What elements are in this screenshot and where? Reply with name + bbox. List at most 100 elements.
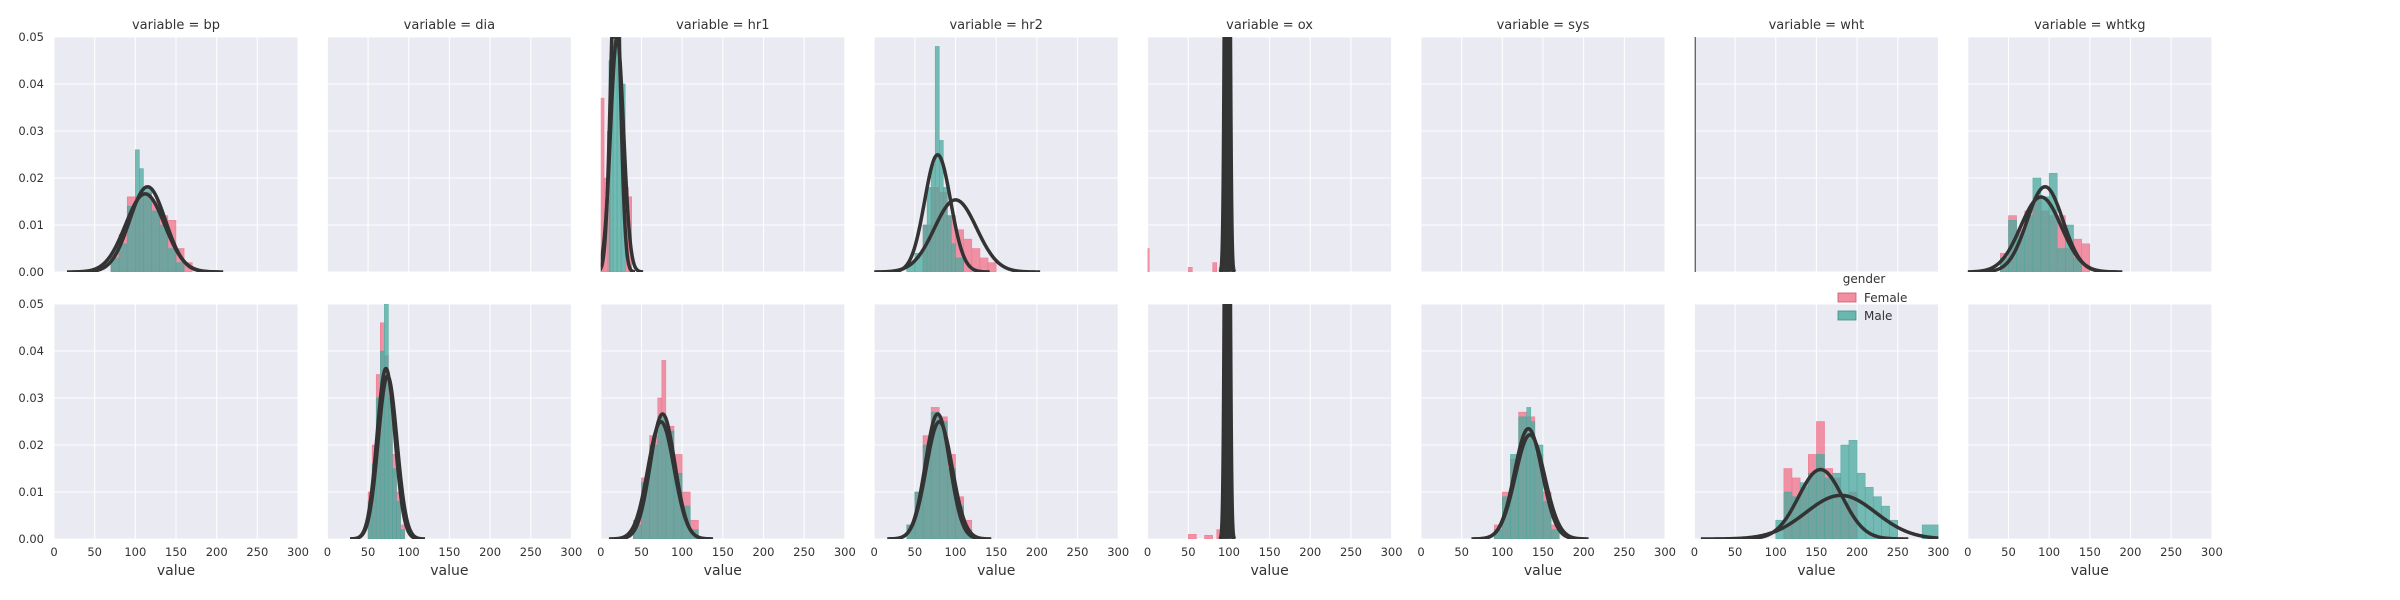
facet-panel-r1-c4: 0 50 100 150 200 250 300 value (1144, 303, 1403, 579)
x-tick-label: 300 (1927, 545, 1949, 559)
x-axis-label: value (1797, 563, 1835, 579)
x-tick-label: 100 (1765, 545, 1787, 559)
x-tick-label: 50 (1454, 545, 1469, 559)
hist-bar-male (396, 501, 401, 539)
hist-bar-male (1824, 477, 1833, 539)
panels-layer: variable = bp0.000.010.020.030.040.05 var… (18, 18, 2222, 579)
y-tick-label: 0.02 (18, 438, 44, 452)
hist-bar-male (400, 529, 405, 539)
y-tick-label: 0.05 (18, 297, 44, 311)
x-tick-label: 100 (1218, 545, 1240, 559)
x-tick-label: 150 (438, 545, 460, 559)
hist-bar-male (384, 304, 389, 539)
panel-content (887, 407, 992, 539)
hist-bar-male (167, 248, 177, 272)
x-tick-label: 100 (1491, 545, 1513, 559)
legend: gender Female Male (1837, 272, 1907, 323)
legend-label-female: Female (1864, 291, 1907, 305)
facet-title-variable-hr1: variable = hr1 (676, 18, 769, 33)
y-tick-label: 0.01 (18, 485, 44, 499)
hist-bar-male (955, 257, 964, 272)
x-tick-label: 200 (1846, 545, 1868, 559)
x-tick-label: 300 (834, 545, 856, 559)
facet-panel-r0-c0: variable = bp 0.00 0.01 0.02 0.03 0.04 0.05 (18, 18, 299, 279)
facet-title-variable-ox: variable = ox (1226, 18, 1313, 33)
facet-panel-r0-c5: variable = sys (1420, 18, 1666, 273)
x-tick-label: 300 (287, 545, 309, 559)
x-tick-label: 200 (1573, 545, 1595, 559)
hist-bar-male (135, 149, 140, 272)
panel-content (67, 149, 224, 272)
x-tick-label: 300 (1381, 545, 1403, 559)
facet-panel-r1-c2: 0 50 100 150 200 250 300 value (597, 303, 856, 579)
panel-content (600, 37, 644, 272)
hist-bar-male (143, 187, 152, 272)
y-tick-label: 0.00 (18, 265, 44, 279)
hist-bar-male (1889, 519, 1898, 539)
hist-bar-male (175, 262, 185, 272)
hist-bar-male (943, 187, 948, 272)
x-tick-label: 200 (479, 545, 501, 559)
facet-panel-r1-c1: 0 50 100 150 200 250 300 value (324, 303, 582, 579)
x-tick-label: 150 (165, 545, 187, 559)
hist-bar-male (947, 215, 952, 272)
panel-content (350, 304, 426, 539)
x-tick-label: 250 (793, 545, 815, 559)
hist-bar-female (1204, 534, 1213, 539)
x-tick-label: 100 (124, 545, 146, 559)
x-axis-label: value (977, 563, 1015, 579)
hist-bar-male (1550, 529, 1560, 539)
hist-bar-female (1212, 262, 1217, 272)
hist-bar-female (1188, 534, 1197, 539)
x-tick-label: 200 (206, 545, 228, 559)
x-tick-label: 100 (945, 545, 967, 559)
facet-panel-r1-c0: 0.00 0.01 0.02 0.03 0.04 0.05 0 50 100 150 200 250 3… (18, 297, 309, 579)
x-tick-label: 150 (985, 545, 1007, 559)
x-tick-label: 250 (1340, 545, 1362, 559)
hist-bar-female (987, 262, 997, 272)
x-tick-label: 250 (2160, 545, 2182, 559)
density-curve (1973, 185, 2117, 272)
x-tick-label: 150 (1805, 545, 1827, 559)
hist-bar-male (1534, 444, 1544, 539)
panel-content (1700, 421, 1939, 539)
density-curve (887, 420, 992, 539)
x-tick-label: 100 (2038, 545, 2060, 559)
x-tick-label: 150 (2079, 545, 2101, 559)
density-curve (1700, 493, 1939, 539)
hist-bar-male (1848, 440, 1858, 539)
x-tick-label: 200 (2119, 545, 2141, 559)
panel-content (874, 46, 1041, 272)
x-axis-label: value (704, 563, 742, 579)
hist-bar-male (151, 210, 160, 272)
legend-swatch-male (1837, 310, 1857, 321)
legend-swatch-female (1837, 292, 1857, 303)
x-tick-label: 50 (361, 545, 376, 559)
panel-content (1147, 37, 1237, 272)
x-axis-label: value (1524, 563, 1562, 579)
density-curve (75, 185, 220, 272)
x-tick-label: 300 (560, 545, 582, 559)
hist-bar-male (2048, 173, 2058, 272)
x-tick-label: 200 (1026, 545, 1048, 559)
hist-bar-male (392, 468, 397, 539)
x-tick-label: 100 (671, 545, 693, 559)
density-spike (1220, 37, 1237, 272)
hist-bar-male (1840, 444, 1850, 539)
x-tick-label: 300 (1654, 545, 1676, 559)
x-tick-label: 200 (752, 545, 774, 559)
hist-bar-male (951, 243, 956, 272)
panel-content (1967, 173, 2123, 272)
hist-bar-male (926, 187, 932, 272)
x-tick-label: 0 (324, 545, 331, 559)
x-tick-label: 300 (2201, 545, 2223, 559)
x-tick-label: 50 (908, 545, 923, 559)
facet-title-variable-wht: variable = wht (1769, 18, 1865, 33)
x-tick-label: 0 (50, 545, 57, 559)
facet-panel-r1-c6: 0 50 100 150 200 250 300 value (1691, 303, 1949, 579)
x-tick-label: 50 (634, 545, 649, 559)
hist-bar-male (2057, 248, 2066, 272)
x-axis-label: value (1250, 563, 1288, 579)
x-tick-label: 250 (1887, 545, 1909, 559)
legend-title: gender (1843, 272, 1886, 286)
